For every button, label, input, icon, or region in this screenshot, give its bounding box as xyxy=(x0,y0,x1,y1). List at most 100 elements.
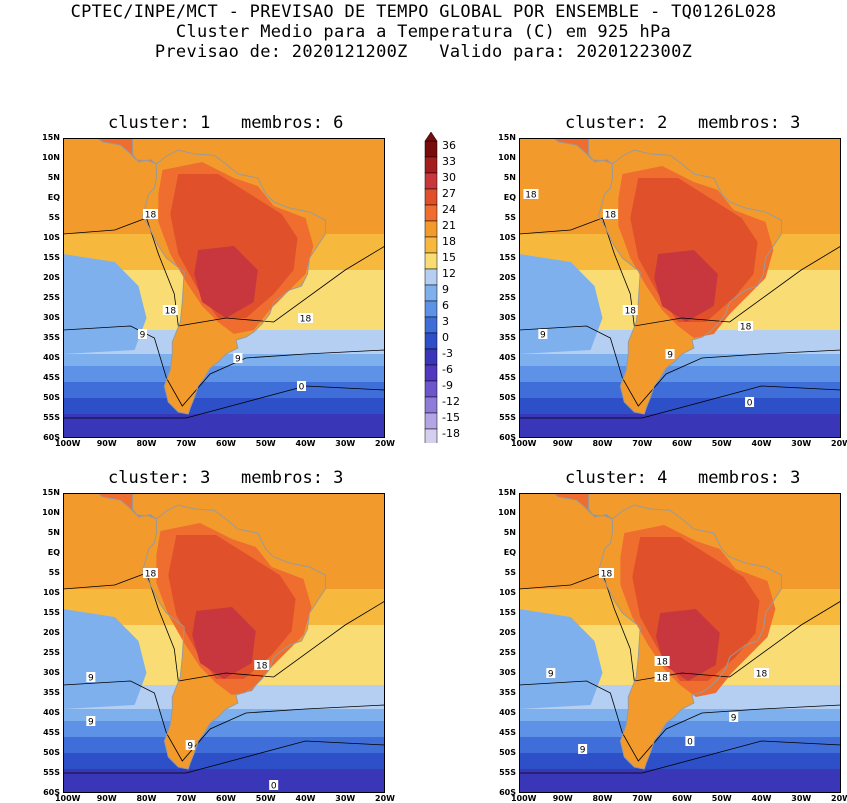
map-frame xyxy=(519,138,841,438)
temperature-band xyxy=(63,737,385,754)
lat-tick-label: EQ xyxy=(47,548,60,557)
lon-tick-label: 40W xyxy=(295,794,316,803)
coastline xyxy=(597,504,782,770)
lon-tick-label: 70W xyxy=(632,439,653,448)
heat-region xyxy=(656,609,720,681)
colorbar-swatch xyxy=(424,396,438,414)
lat-tick-label: 30S xyxy=(43,313,60,322)
lon-tick-label: 20W xyxy=(831,794,847,803)
svg-text:9: 9 xyxy=(88,674,94,684)
lat-tick-label: 15S xyxy=(43,253,60,262)
lat-tick-label: 55S xyxy=(43,768,60,777)
lat-tick-label: 35S xyxy=(43,333,60,342)
contour-label: 9 xyxy=(138,329,148,341)
contour-label: 0 xyxy=(269,780,279,792)
colorbar-swatch xyxy=(424,348,438,366)
lat-tick-label: 55S xyxy=(43,413,60,422)
contour-line xyxy=(519,385,841,419)
lat-tick-label: 5N xyxy=(47,528,60,537)
contour-label: 18 xyxy=(297,313,313,325)
lat-tick-label: 10S xyxy=(499,588,516,597)
colorbar-label: 36 xyxy=(442,139,456,152)
temperature-band xyxy=(63,753,385,770)
lat-tick-label: 20S xyxy=(499,273,516,282)
temperature-band xyxy=(519,721,841,738)
contour-label: 18 xyxy=(254,660,270,672)
temperature-band xyxy=(519,737,841,754)
lon-tick-label: 60W xyxy=(672,794,692,803)
svg-text:9: 9 xyxy=(187,742,193,752)
svg-text:0: 0 xyxy=(687,738,693,748)
colorbar-label: 21 xyxy=(442,219,456,232)
lat-tick-label: 10S xyxy=(499,233,516,242)
lon-tick-label: 50W xyxy=(255,439,276,448)
map-frame xyxy=(63,138,385,438)
lat-tick-label: 25S xyxy=(499,648,516,657)
coastline xyxy=(141,149,326,415)
coastline-central-america xyxy=(96,493,157,520)
coastline-central-america xyxy=(552,493,613,520)
svg-text:18: 18 xyxy=(756,670,768,680)
lon-tick-label: 80W xyxy=(592,439,613,448)
contour-label: 9 xyxy=(665,349,675,361)
colorbar-label: -12 xyxy=(442,395,460,408)
lon-tick-label: 40W xyxy=(751,794,772,803)
lat-tick-label: 50S xyxy=(43,748,60,757)
contour-label: 9 xyxy=(546,668,556,680)
heat-region xyxy=(194,246,258,318)
colorbar-swatch xyxy=(424,236,438,254)
colorbar-label: 24 xyxy=(442,203,456,216)
colorbar-label: 12 xyxy=(442,267,456,280)
colorbar-label: 9 xyxy=(442,283,449,296)
lat-tick-label: 45S xyxy=(43,728,60,737)
colorbar-swatch xyxy=(424,156,438,174)
colorbar-label: 15 xyxy=(442,251,456,264)
colorbar-swatch xyxy=(424,140,438,158)
contour-label: 9 xyxy=(86,672,96,684)
lat-tick-label: 25S xyxy=(43,293,60,302)
lat-tick-label: 15N xyxy=(42,133,60,142)
lon-tick-label: 60W xyxy=(216,794,236,803)
lat-tick-label: 5S xyxy=(504,213,516,222)
lat-tick-label: 35S xyxy=(499,688,516,697)
lat-tick-label: 10S xyxy=(43,588,60,597)
contour-line xyxy=(519,740,841,774)
contour-label: 9 xyxy=(86,716,96,728)
lat-tick-label: 5N xyxy=(503,173,516,182)
lat-tick-label: EQ xyxy=(47,193,60,202)
lat-tick-label: 35S xyxy=(43,688,60,697)
colorbar-swatch xyxy=(424,284,438,302)
colorbar-swatch xyxy=(424,300,438,318)
heat-region xyxy=(654,250,718,322)
colorbar-swatch xyxy=(424,268,438,286)
colorbar-label: -6 xyxy=(442,363,453,376)
lat-tick-label: 40S xyxy=(499,708,516,717)
lat-tick-label: 5N xyxy=(47,173,60,182)
colorbar-label: 6 xyxy=(442,299,449,312)
lat-tick-label: 45S xyxy=(43,373,60,382)
lat-tick-label: 10N xyxy=(498,153,516,162)
temperature-band xyxy=(519,354,841,367)
contour-label: 18 xyxy=(654,656,670,668)
colorbar-swatch xyxy=(424,172,438,190)
coastline-central-america xyxy=(96,138,157,165)
colorbar-swatch xyxy=(424,316,438,334)
lat-tick-label: EQ xyxy=(503,548,516,557)
lat-tick-label: 60S xyxy=(43,788,60,797)
lon-tick-label: 60W xyxy=(672,439,692,448)
lat-tick-label: 45S xyxy=(499,373,516,382)
colorbar-swatch xyxy=(424,380,438,398)
lat-tick-label: 15S xyxy=(499,608,516,617)
colorbar-swatch xyxy=(424,428,438,443)
contour-line xyxy=(519,325,841,407)
temperature-band xyxy=(63,721,385,738)
lat-tick-label: EQ xyxy=(503,193,516,202)
temperature-band xyxy=(519,753,841,770)
panel-3-map: 18 18 9 9 9 0 xyxy=(63,493,385,793)
lon-tick-label: 20W xyxy=(375,439,395,448)
panel-4-title: cluster: 4 membros: 3 xyxy=(565,468,801,488)
panel-1-title: cluster: 1 membros: 6 xyxy=(108,113,344,133)
lon-tick-label: 90W xyxy=(96,794,117,803)
panel-1-map: 18 18 18 9 9 0 xyxy=(63,138,385,438)
lon-tick-label: 50W xyxy=(711,794,732,803)
